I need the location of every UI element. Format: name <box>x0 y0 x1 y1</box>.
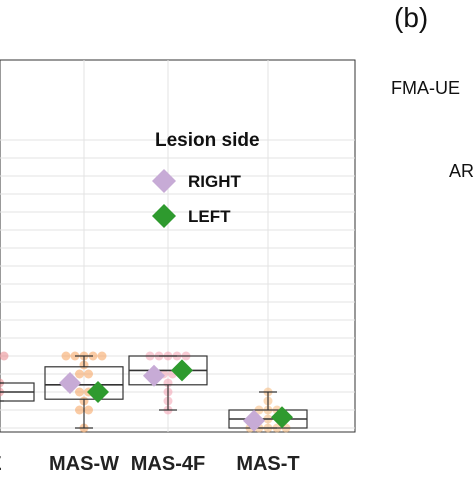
data-point <box>61 351 71 361</box>
mean-marker-left <box>87 381 109 403</box>
data-point <box>75 405 84 415</box>
x-tick-labels: E MAS-W MAS-4F MAS-T <box>0 453 300 475</box>
mean-markers <box>59 359 293 432</box>
x-tick-label: E <box>0 453 2 474</box>
legend-entry-right-marker <box>152 169 176 193</box>
mean-marker-right <box>143 364 165 387</box>
data-point <box>75 369 84 379</box>
data-point <box>75 387 84 397</box>
data-point <box>0 351 9 361</box>
data-points <box>0 351 291 433</box>
x-tick-label: MAS-W <box>49 453 119 474</box>
legend-entry-left-label: LEFT <box>188 207 231 226</box>
data-point <box>84 369 93 379</box>
data-point <box>97 351 107 361</box>
x-tick-label: MAS-4F <box>131 453 205 474</box>
data-point <box>84 405 93 415</box>
mean-marker-left <box>271 406 293 429</box>
legend-entry-left-marker <box>152 204 176 228</box>
boxes <box>0 355 308 429</box>
legend-entry-right-label: RIGHT <box>188 172 242 191</box>
mean-marker-right <box>59 372 81 394</box>
mean-marker-right <box>243 409 265 432</box>
box <box>44 366 124 400</box>
panel-b-label: (b) <box>394 2 429 33</box>
legend-title: Lesion side <box>155 130 260 151</box>
panel-b-row-label-fma-ue: FMA-UE <box>391 78 460 98</box>
mean-marker-left <box>171 359 193 382</box>
panel-b-row-label-ar: AR <box>449 161 474 181</box>
legend: Lesion side RIGHT LEFT <box>152 130 260 228</box>
x-tick-label: MAS-T <box>236 453 299 474</box>
